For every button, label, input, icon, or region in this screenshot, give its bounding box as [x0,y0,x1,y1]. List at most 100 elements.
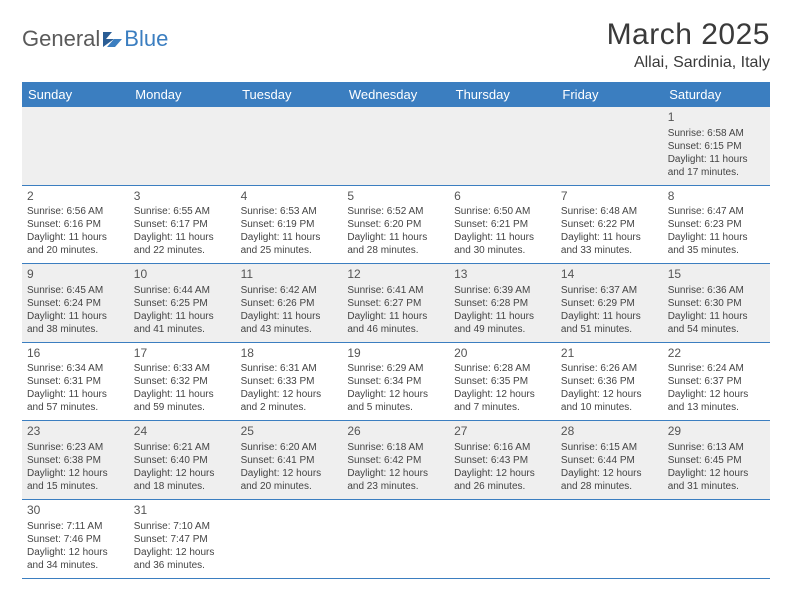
sunset-line: Sunset: 6:32 PM [134,375,231,388]
sunset-line: Sunset: 6:23 PM [668,218,765,231]
day-number: 11 [241,267,338,283]
logo-flag-icon [102,30,124,48]
sunrise-line: Sunrise: 6:48 AM [561,205,658,218]
sunset-line: Sunset: 6:38 PM [27,454,124,467]
calendar-week-row: 30Sunrise: 7:11 AMSunset: 7:46 PMDayligh… [22,499,770,578]
calendar-day-cell: 25Sunrise: 6:20 AMSunset: 6:41 PMDayligh… [236,421,343,500]
calendar-day-cell: 28Sunrise: 6:15 AMSunset: 6:44 PMDayligh… [556,421,663,500]
sunset-line: Sunset: 6:21 PM [454,218,551,231]
day-number: 10 [134,267,231,283]
day-number: 6 [454,189,551,205]
sunset-line: Sunset: 6:33 PM [241,375,338,388]
sunrise-line: Sunrise: 6:34 AM [27,362,124,375]
calendar-day-cell: 26Sunrise: 6:18 AMSunset: 6:42 PMDayligh… [342,421,449,500]
day-number: 16 [27,346,124,362]
sunset-line: Sunset: 6:20 PM [347,218,444,231]
day-number: 20 [454,346,551,362]
sunrise-line: Sunrise: 6:20 AM [241,441,338,454]
sunset-line: Sunset: 6:45 PM [668,454,765,467]
calendar-day-cell: 17Sunrise: 6:33 AMSunset: 6:32 PMDayligh… [129,342,236,421]
daylight-line: Daylight: 12 hours and 31 minutes. [668,467,765,493]
sunset-line: Sunset: 6:17 PM [134,218,231,231]
day-number: 30 [27,503,124,519]
daylight-line: Daylight: 11 hours and 49 minutes. [454,310,551,336]
calendar-day-cell: 18Sunrise: 6:31 AMSunset: 6:33 PMDayligh… [236,342,343,421]
calendar-day-cell [449,499,556,578]
calendar-day-cell: 2Sunrise: 6:56 AMSunset: 6:16 PMDaylight… [22,185,129,264]
title-block: March 2025 Allai, Sardinia, Italy [607,18,770,72]
sunset-line: Sunset: 6:22 PM [561,218,658,231]
calendar-week-row: 9Sunrise: 6:45 AMSunset: 6:24 PMDaylight… [22,264,770,343]
daylight-line: Daylight: 11 hours and 43 minutes. [241,310,338,336]
sunrise-line: Sunrise: 6:58 AM [668,127,765,140]
sunset-line: Sunset: 6:36 PM [561,375,658,388]
calendar-day-cell: 13Sunrise: 6:39 AMSunset: 6:28 PMDayligh… [449,264,556,343]
logo: General Blue [22,18,168,52]
sunrise-line: Sunrise: 6:33 AM [134,362,231,375]
calendar-day-cell: 7Sunrise: 6:48 AMSunset: 6:22 PMDaylight… [556,185,663,264]
sunset-line: Sunset: 6:24 PM [27,297,124,310]
calendar-day-cell: 14Sunrise: 6:37 AMSunset: 6:29 PMDayligh… [556,264,663,343]
sunrise-line: Sunrise: 6:28 AM [454,362,551,375]
day-header: Thursday [449,82,556,107]
calendar-day-cell [342,107,449,185]
daylight-line: Daylight: 11 hours and 33 minutes. [561,231,658,257]
sunrise-line: Sunrise: 6:55 AM [134,205,231,218]
sunset-line: Sunset: 6:40 PM [134,454,231,467]
logo-text-general: General [22,26,100,52]
daylight-line: Daylight: 11 hours and 17 minutes. [668,153,765,179]
sunrise-line: Sunrise: 7:11 AM [27,520,124,533]
day-number: 13 [454,267,551,283]
sunset-line: Sunset: 6:37 PM [668,375,765,388]
calendar-day-cell: 23Sunrise: 6:23 AMSunset: 6:38 PMDayligh… [22,421,129,500]
day-header: Sunday [22,82,129,107]
daylight-line: Daylight: 11 hours and 59 minutes. [134,388,231,414]
calendar-day-cell: 20Sunrise: 6:28 AMSunset: 6:35 PMDayligh… [449,342,556,421]
daylight-line: Daylight: 11 hours and 20 minutes. [27,231,124,257]
day-number: 1 [668,110,765,126]
calendar-day-cell: 8Sunrise: 6:47 AMSunset: 6:23 PMDaylight… [663,185,770,264]
calendar-week-row: 23Sunrise: 6:23 AMSunset: 6:38 PMDayligh… [22,421,770,500]
sunset-line: Sunset: 6:27 PM [347,297,444,310]
calendar-day-cell [236,107,343,185]
calendar-day-cell: 1Sunrise: 6:58 AMSunset: 6:15 PMDaylight… [663,107,770,185]
sunrise-line: Sunrise: 6:44 AM [134,284,231,297]
daylight-line: Daylight: 12 hours and 28 minutes. [561,467,658,493]
daylight-line: Daylight: 12 hours and 15 minutes. [27,467,124,493]
sunset-line: Sunset: 6:29 PM [561,297,658,310]
day-number: 5 [347,189,444,205]
sunset-line: Sunset: 6:44 PM [561,454,658,467]
sunset-line: Sunset: 6:16 PM [27,218,124,231]
calendar-day-cell: 27Sunrise: 6:16 AMSunset: 6:43 PMDayligh… [449,421,556,500]
sunset-line: Sunset: 6:41 PM [241,454,338,467]
day-header: Monday [129,82,236,107]
sunset-line: Sunset: 6:15 PM [668,140,765,153]
daylight-line: Daylight: 11 hours and 35 minutes. [668,231,765,257]
daylight-line: Daylight: 11 hours and 51 minutes. [561,310,658,336]
day-number: 23 [27,424,124,440]
daylight-line: Daylight: 11 hours and 54 minutes. [668,310,765,336]
daylight-line: Daylight: 11 hours and 28 minutes. [347,231,444,257]
daylight-line: Daylight: 12 hours and 5 minutes. [347,388,444,414]
logo-text-blue: Blue [124,26,168,52]
calendar-day-cell: 22Sunrise: 6:24 AMSunset: 6:37 PMDayligh… [663,342,770,421]
calendar-day-cell [556,107,663,185]
daylight-line: Daylight: 11 hours and 41 minutes. [134,310,231,336]
sunrise-line: Sunrise: 6:52 AM [347,205,444,218]
sunset-line: Sunset: 6:25 PM [134,297,231,310]
calendar-day-cell [129,107,236,185]
calendar-day-cell: 30Sunrise: 7:11 AMSunset: 7:46 PMDayligh… [22,499,129,578]
location-text: Allai, Sardinia, Italy [607,54,770,72]
sunrise-line: Sunrise: 6:47 AM [668,205,765,218]
sunrise-line: Sunrise: 6:37 AM [561,284,658,297]
sunrise-line: Sunrise: 6:36 AM [668,284,765,297]
daylight-line: Daylight: 11 hours and 25 minutes. [241,231,338,257]
calendar-day-cell: 6Sunrise: 6:50 AMSunset: 6:21 PMDaylight… [449,185,556,264]
sunset-line: Sunset: 6:31 PM [27,375,124,388]
sunrise-line: Sunrise: 6:42 AM [241,284,338,297]
calendar-day-cell [342,499,449,578]
day-number: 22 [668,346,765,362]
day-number: 29 [668,424,765,440]
daylight-line: Daylight: 12 hours and 7 minutes. [454,388,551,414]
calendar-day-cell: 31Sunrise: 7:10 AMSunset: 7:47 PMDayligh… [129,499,236,578]
